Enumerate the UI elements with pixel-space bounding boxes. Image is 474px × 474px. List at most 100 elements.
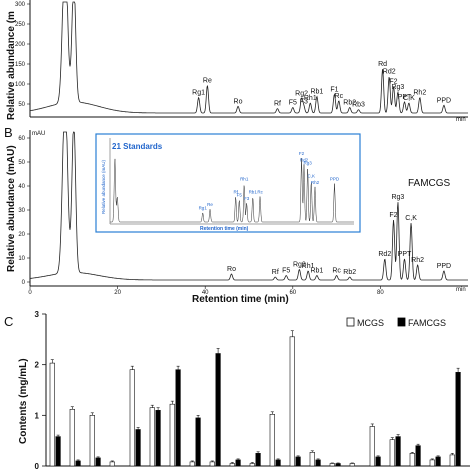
- bar-mcgs: [349, 463, 355, 467]
- chrom-b-peak-label: PPT: [398, 251, 412, 258]
- chrom-b-x-tick-label: 60: [289, 290, 296, 296]
- chrom-a-peak-label: Rc: [335, 93, 344, 100]
- inset-title: 21 Standards: [112, 142, 163, 151]
- chrom-b-peak-label: Rb1: [310, 268, 323, 275]
- inset-peak-label: Rh2: [311, 180, 320, 185]
- chrom-b-y-ticks: 60 50 40 30 20 10 0: [18, 136, 30, 286]
- chrom-b-peak-label: F5: [282, 268, 290, 275]
- chrom-a-y-ticks: 300 250 200 150 100 50: [15, 2, 30, 108]
- chrom-b-sample-label: FAMCGS: [408, 178, 451, 189]
- bar-legend: MCGS FAMCGS: [346, 317, 446, 328]
- bar-mcgs: [69, 408, 75, 467]
- chrom-a-y-tick-label: 50: [18, 102, 25, 108]
- chrom-b-min-unit: min: [456, 287, 466, 293]
- bar-mcgs: [189, 461, 195, 467]
- bar-famcgs: [95, 457, 101, 467]
- chrom-a-peak-label: F3: [300, 98, 308, 105]
- chrom-a-peak-label: Rd2: [383, 69, 396, 76]
- chrom-b-x-tick-label: 0: [28, 290, 32, 296]
- bar-famcgs: [255, 452, 261, 467]
- bar-mcgs: [229, 463, 235, 467]
- bar-mcgs: [369, 426, 375, 467]
- chrom-b-peak-label: Rd2: [378, 251, 391, 258]
- chrom-a-peak-label: Re: [203, 78, 212, 85]
- chrom-a-peak-label: Rf: [274, 101, 281, 108]
- inset-peak-label: Rb1: [249, 189, 258, 194]
- chrom-b-y-tick-label: 20: [18, 232, 25, 238]
- chrom-a-y-tick-label: 150: [15, 62, 26, 68]
- chrom-a-y-tick-label: 300: [15, 2, 26, 8]
- inset-peak-label: F5: [237, 193, 243, 198]
- bar-famcgs: [215, 353, 221, 467]
- inset-standards: 21 Standards Relative abundance (mAU) Rg…: [95, 133, 361, 233]
- chrom-b-ylabel: Relative abundance (mAU): [6, 145, 17, 272]
- chrom-a-peak-label: Rg1: [192, 90, 205, 97]
- bar-famcgs: [135, 429, 141, 467]
- chrom-a-peak-label: F2: [389, 79, 397, 86]
- chrom-a-ylabel: Relative abundance (m: [6, 11, 17, 120]
- panel-a: Relative abundance (m 30025020015010050 …: [6, 0, 468, 123]
- chrom-b-y-tick-label: 0: [22, 280, 26, 286]
- bar-famcgs: [195, 417, 201, 467]
- bar-famcgs: [395, 436, 401, 467]
- bar-famcgs: [335, 463, 341, 467]
- contents-ylabel: Contents (mg/mL): [18, 358, 29, 444]
- chrom-b-peak-label: C,K: [405, 215, 417, 222]
- chrom-b-y-tick-label: 10: [18, 256, 25, 262]
- chrom-b-y-tick-label: 60: [18, 136, 25, 142]
- bar-famcgs: [315, 459, 321, 467]
- panel-b: B Relative abundance (mAU) mAU 60 50 40 30 2…: [4, 125, 468, 305]
- bar-famcgs: [415, 445, 421, 467]
- bar-famcgs: [175, 369, 181, 467]
- bar-mcgs: [169, 403, 175, 467]
- chrom-a-peak-label: F1: [330, 86, 338, 93]
- chrom-a-y-tick-label: 250: [15, 22, 26, 28]
- bar-y-tick-label: 3: [35, 310, 40, 319]
- chrom-b-peak-label: Rh2: [411, 257, 424, 264]
- bar-famcgs: [375, 456, 381, 467]
- chrom-a-peak-label: PPT: [398, 94, 412, 101]
- retention-xlabel: Retention time (min): [192, 294, 289, 305]
- chrom-b-peak-label: Rf: [272, 269, 279, 276]
- bar-mcgs: [389, 439, 395, 467]
- bar-y-tick-label: 0: [35, 462, 40, 471]
- bar-famcgs: [455, 371, 461, 467]
- inset-ylabel: Relative abundance (mAU): [101, 159, 106, 214]
- bar-mcgs: [249, 463, 255, 467]
- bar-famcgs: [75, 460, 81, 467]
- bar-mcgs: [309, 451, 315, 467]
- chrom-b-peak-label: Rc: [332, 268, 341, 275]
- legend-label-famcgs: FAMCGS: [408, 318, 446, 328]
- chrom-b-peak-label: Rg3: [391, 194, 404, 201]
- bar-famcgs: [235, 459, 241, 467]
- chrom-a-peak-label: Rb2: [343, 100, 356, 107]
- bar-marks: [49, 330, 461, 467]
- panel-b-letter: B: [4, 125, 13, 140]
- inset-xlabel: Retention time (min): [200, 226, 249, 232]
- chrom-b-peak-label: F2: [389, 212, 397, 219]
- bar-famcgs: [55, 436, 61, 467]
- inset-peak-label: Rf: [233, 189, 238, 194]
- chrom-a-peak-label: Rg3: [391, 84, 404, 91]
- inset-peak-label: F2: [299, 151, 305, 156]
- chrom-b-x-ticks: 0 20 40 60 80: [28, 286, 384, 296]
- chrom-a-peak-label: Rb3: [352, 102, 365, 109]
- chrom-a-peak-label: Rd: [378, 61, 387, 68]
- bar-mcgs: [449, 454, 455, 467]
- inset-peak-label: Rd2: [300, 157, 309, 162]
- bar-y-ticks: 0 1 2 3: [35, 310, 46, 471]
- bar-mcgs: [289, 336, 295, 467]
- chrom-a-peak-label: Rh2: [413, 90, 426, 97]
- legend-label-mcgs: MCGS: [357, 318, 384, 328]
- chrom-a-min-unit: min: [456, 117, 466, 123]
- chrom-a-y-tick-label: 100: [15, 82, 26, 88]
- inset-peak-label: PPD: [330, 177, 340, 182]
- chrom-a-peak-label: Rb1: [310, 89, 323, 96]
- inset-peak-label: Rh1: [240, 177, 249, 182]
- legend-swatch-mcgs: [346, 317, 355, 327]
- chrom-a-peak-label: PPD: [437, 97, 451, 104]
